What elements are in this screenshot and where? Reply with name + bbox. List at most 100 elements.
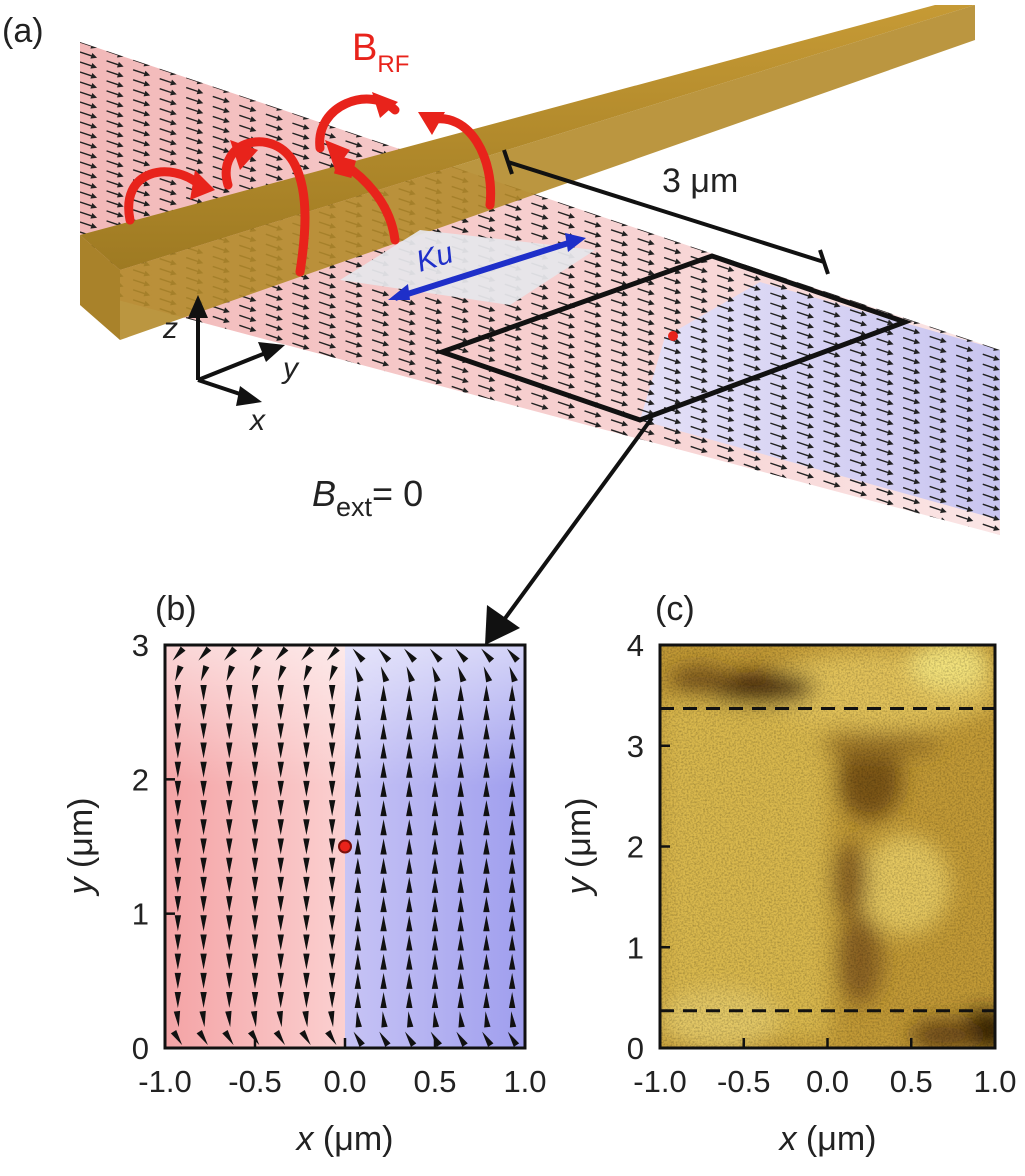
film-arrow <box>663 436 676 443</box>
field-arrow <box>303 761 310 778</box>
film-arrow-head <box>913 368 921 375</box>
film-arrow-head <box>196 118 204 125</box>
field-arrow <box>174 896 182 913</box>
film-arrow-head <box>594 451 602 458</box>
film-arrow-head <box>621 370 629 377</box>
field-arrow <box>406 876 413 893</box>
film-arrow-head <box>886 479 894 486</box>
film-arrow <box>902 316 915 323</box>
field-arrow <box>174 992 182 1009</box>
film-arrow <box>610 279 623 285</box>
film-arrow <box>823 340 836 346</box>
film-arrow <box>743 383 756 389</box>
film-arrow <box>610 239 623 245</box>
film-arrow-head <box>993 585 1000 591</box>
field-arrow <box>251 838 259 855</box>
film-arrow <box>637 268 650 274</box>
film-arrow-head <box>170 179 177 186</box>
film-arrow-head <box>90 122 98 129</box>
film-arrow-head <box>674 318 682 325</box>
field-arrow <box>170 1029 183 1046</box>
film-arrow-head <box>143 150 151 157</box>
film-arrow-head <box>462 307 469 314</box>
field-arrow <box>508 992 516 1009</box>
film-arrow <box>345 280 358 286</box>
film-arrow <box>717 374 729 380</box>
film-arrow <box>557 351 570 357</box>
film-arrow-head <box>302 304 310 310</box>
film-arrow-head <box>913 428 921 435</box>
film-arrow <box>876 358 889 364</box>
film-arrow <box>796 531 809 535</box>
film-arrow-head <box>541 214 549 220</box>
film-arrow-head <box>648 469 655 476</box>
film-arrow <box>159 98 172 104</box>
film-arrow <box>796 301 809 307</box>
field-arrow <box>482 1031 494 1047</box>
film-arrow <box>531 362 543 368</box>
film-arrow-head <box>993 515 1000 521</box>
field-arrow <box>328 723 336 740</box>
film-arrow-head <box>276 155 283 161</box>
film-arrow-head <box>780 454 788 460</box>
film-arrow <box>584 320 597 326</box>
scale-bar <box>502 149 830 275</box>
film-arrow-head <box>594 321 602 328</box>
film-arrow <box>212 95 225 101</box>
film-arrow <box>80 91 92 97</box>
film-arrow <box>982 373 995 379</box>
film-arrow <box>557 281 570 287</box>
film-arrow-head <box>860 390 868 397</box>
film-arrow-head <box>594 221 602 228</box>
film-arrow <box>106 100 119 106</box>
field-arrow <box>226 876 233 893</box>
film-arrow-head <box>674 338 682 345</box>
film-arrow <box>876 378 889 384</box>
film-arrow-head <box>940 557 947 563</box>
film-arrow <box>610 309 623 315</box>
field-arrow <box>226 838 233 855</box>
film-arrow-head <box>833 371 841 378</box>
film-arrow-head <box>701 327 708 334</box>
field-arrow <box>508 723 516 740</box>
film-arrow <box>717 334 729 340</box>
film-arrow-head <box>435 328 443 335</box>
film-arrow <box>637 248 650 254</box>
field-arrow <box>354 723 362 740</box>
film-arrow-head <box>807 452 814 459</box>
field-arrow <box>380 723 387 740</box>
zoom-box <box>434 253 913 423</box>
film-arrow-head <box>807 492 814 499</box>
field-arrow <box>303 876 310 893</box>
field-arrow <box>251 953 259 970</box>
film-arrow <box>743 363 756 369</box>
film-arrow-head <box>807 372 814 379</box>
film-arrow <box>717 414 729 420</box>
film-arrow <box>584 310 597 316</box>
film-arrow <box>557 411 570 417</box>
film-arrow <box>849 409 862 415</box>
film-arrow <box>478 214 490 220</box>
field-arrow <box>431 915 439 932</box>
film-arrow-head <box>967 556 974 562</box>
field-arrow <box>277 876 284 893</box>
film-arrow-head <box>913 408 921 415</box>
field-arrow <box>250 1010 258 1028</box>
film-arrow-head <box>90 222 98 229</box>
film-arrow-head <box>515 435 522 441</box>
film-arrow-head <box>541 354 549 360</box>
film-arrow <box>903 568 914 572</box>
film-arrow-head <box>249 126 257 132</box>
film-arrow <box>690 365 703 371</box>
film-arrow-head <box>833 381 841 388</box>
field-arrow <box>328 992 336 1009</box>
film-arrow <box>610 299 623 305</box>
film-arrow <box>955 454 968 460</box>
film-arrow-head <box>674 468 682 475</box>
film-arrow <box>345 370 358 376</box>
film-arrow <box>212 105 225 111</box>
film-arrow-head <box>886 329 894 336</box>
film-arrow-head <box>223 147 230 154</box>
film-arrow <box>345 140 358 146</box>
film-arrow <box>663 466 676 473</box>
